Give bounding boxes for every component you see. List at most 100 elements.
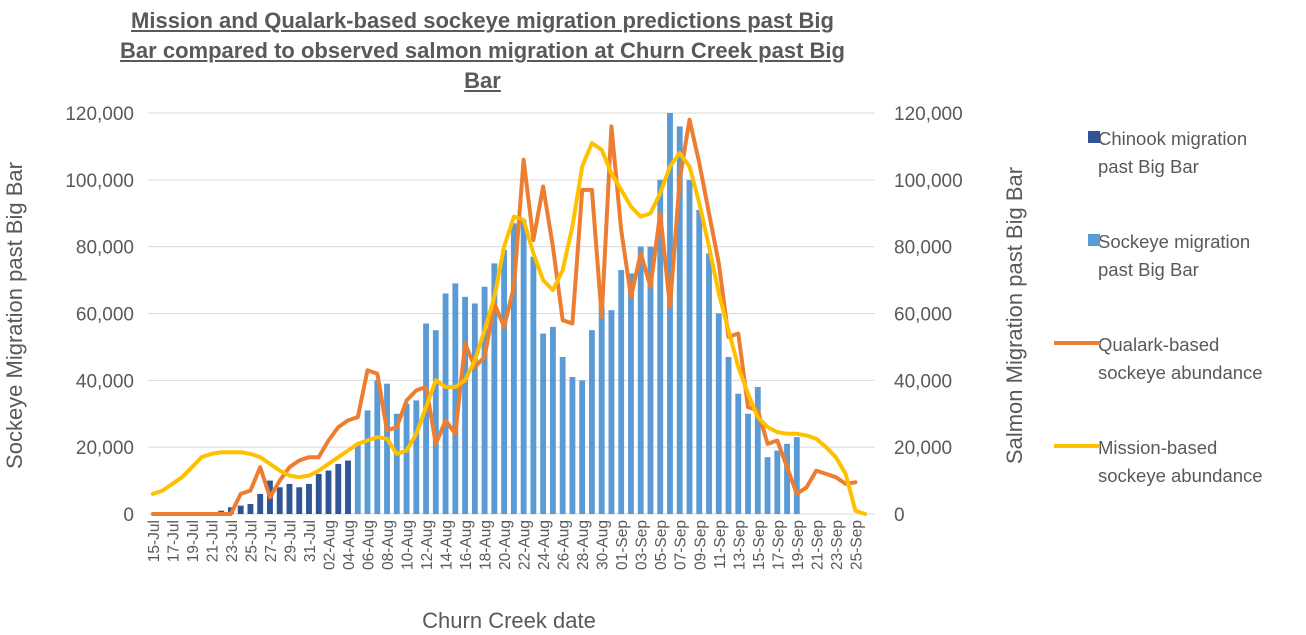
bar — [628, 273, 634, 514]
bar — [579, 380, 586, 514]
x-tick-label: 14-Aug — [439, 520, 456, 570]
bar — [540, 333, 547, 514]
bar — [393, 413, 400, 514]
bar — [647, 246, 654, 514]
bar — [306, 483, 312, 514]
bar — [608, 310, 615, 514]
bar — [403, 403, 410, 514]
x-tick-label: 23-Sep — [829, 520, 846, 570]
bar — [345, 460, 351, 514]
x-tick-label: 19-Jul — [185, 520, 202, 562]
y2-tick-label: 100,000 — [894, 171, 963, 192]
legend-label: Qualark-based sockeye abundance — [1098, 334, 1263, 383]
bar — [793, 437, 800, 514]
x-tick-label: 06-Aug — [361, 520, 378, 570]
bar — [764, 457, 771, 514]
x-tick-label: 16-Aug — [458, 520, 475, 570]
x-tick-label: 15-Jul — [146, 520, 163, 562]
bar — [637, 246, 644, 514]
bar — [754, 387, 761, 514]
y2-tick-label: 60,000 — [894, 305, 952, 326]
y-tick-label: 60,000 — [76, 305, 134, 326]
bar — [520, 219, 527, 514]
y2-tick-label: 40,000 — [894, 371, 952, 392]
x-tick-label: 23-Jul — [224, 520, 241, 562]
y2-tick-label: 120,000 — [894, 104, 963, 125]
legend-swatch — [1050, 125, 1100, 153]
bar — [364, 410, 371, 514]
legend-label: Sockeye migration past Big Bar — [1098, 231, 1251, 280]
y-tick-label: 40,000 — [76, 371, 134, 392]
x-tick-label: 13-Sep — [731, 520, 748, 570]
y2-tick-label: 20,000 — [894, 438, 952, 459]
bar — [735, 393, 742, 514]
bar — [667, 113, 673, 514]
x-tick-label: 21-Sep — [809, 520, 826, 570]
y-tick-label: 100,000 — [65, 171, 134, 192]
line — [150, 117, 858, 516]
y-axis-title: Sockeye Migration past Big Bar — [2, 162, 27, 469]
legend-item: Qualark-based sockeye abundance — [1050, 331, 1295, 387]
bar — [589, 330, 595, 514]
bar — [745, 413, 751, 514]
bar — [774, 450, 781, 514]
x-tick-label: 04-Aug — [341, 520, 358, 570]
bar — [696, 209, 703, 515]
legend-item: Mission-based sockeye abundance — [1050, 434, 1295, 490]
x-tick-label: 21-Jul — [204, 520, 221, 562]
bar — [530, 256, 537, 514]
bar — [657, 179, 664, 515]
x-tick-label: 17-Jul — [165, 520, 182, 562]
x-tick-label: 25-Jul — [243, 520, 260, 562]
bar — [296, 487, 303, 514]
legend-label: Mission-based sockeye abundance — [1098, 437, 1263, 486]
x-tick-label: 25-Sep — [848, 520, 865, 570]
bar — [335, 463, 342, 514]
bar — [237, 505, 244, 514]
bar — [452, 283, 459, 514]
bar — [257, 493, 264, 514]
bar — [569, 376, 576, 514]
x-tick-label: 03-Sep — [634, 520, 651, 570]
bar — [442, 293, 449, 514]
y2-tick-label: 80,000 — [894, 238, 952, 259]
bar — [354, 443, 361, 514]
x-tick-label: 08-Aug — [380, 520, 397, 570]
x-tick-label: 02-Aug — [322, 520, 339, 570]
x-tick-label: 31-Jul — [302, 520, 319, 562]
x-tick-label: 07-Sep — [673, 520, 690, 570]
bar — [715, 313, 722, 514]
legend-marker — [1054, 341, 1100, 345]
x-tick-label: 15-Sep — [751, 520, 768, 570]
legend-label: Chinook migration past Big Bar — [1098, 128, 1248, 177]
legend-swatch — [1050, 434, 1100, 462]
bar — [471, 303, 478, 514]
bar — [325, 470, 332, 514]
bar — [384, 383, 390, 514]
y-tick-label: 0 — [123, 505, 134, 526]
x-tick-label: 01-Sep — [614, 520, 631, 570]
bar — [286, 483, 293, 514]
x-tick-label: 17-Sep — [770, 520, 787, 570]
bar — [481, 286, 488, 514]
bar — [432, 330, 439, 514]
bar — [423, 323, 429, 514]
legend-swatch — [1050, 228, 1100, 256]
line — [150, 141, 868, 516]
legend-swatch — [1050, 331, 1100, 359]
bar — [462, 296, 469, 514]
bar — [413, 400, 420, 514]
legend-item: Sockeye migration past Big Bar — [1050, 228, 1295, 284]
bar — [784, 443, 790, 514]
x-tick-label: 09-Sep — [692, 520, 709, 570]
bar — [725, 356, 732, 514]
y2-axis-title: Salmon Migration past Big Bar — [1002, 167, 1027, 464]
x-tick-label: 10-Aug — [400, 520, 417, 570]
bar — [618, 270, 625, 514]
x-tick-label: 27-Jul — [263, 520, 280, 562]
y2-tick-label: 0 — [894, 505, 905, 526]
bar — [676, 126, 683, 514]
x-tick-label: 19-Sep — [790, 520, 807, 570]
